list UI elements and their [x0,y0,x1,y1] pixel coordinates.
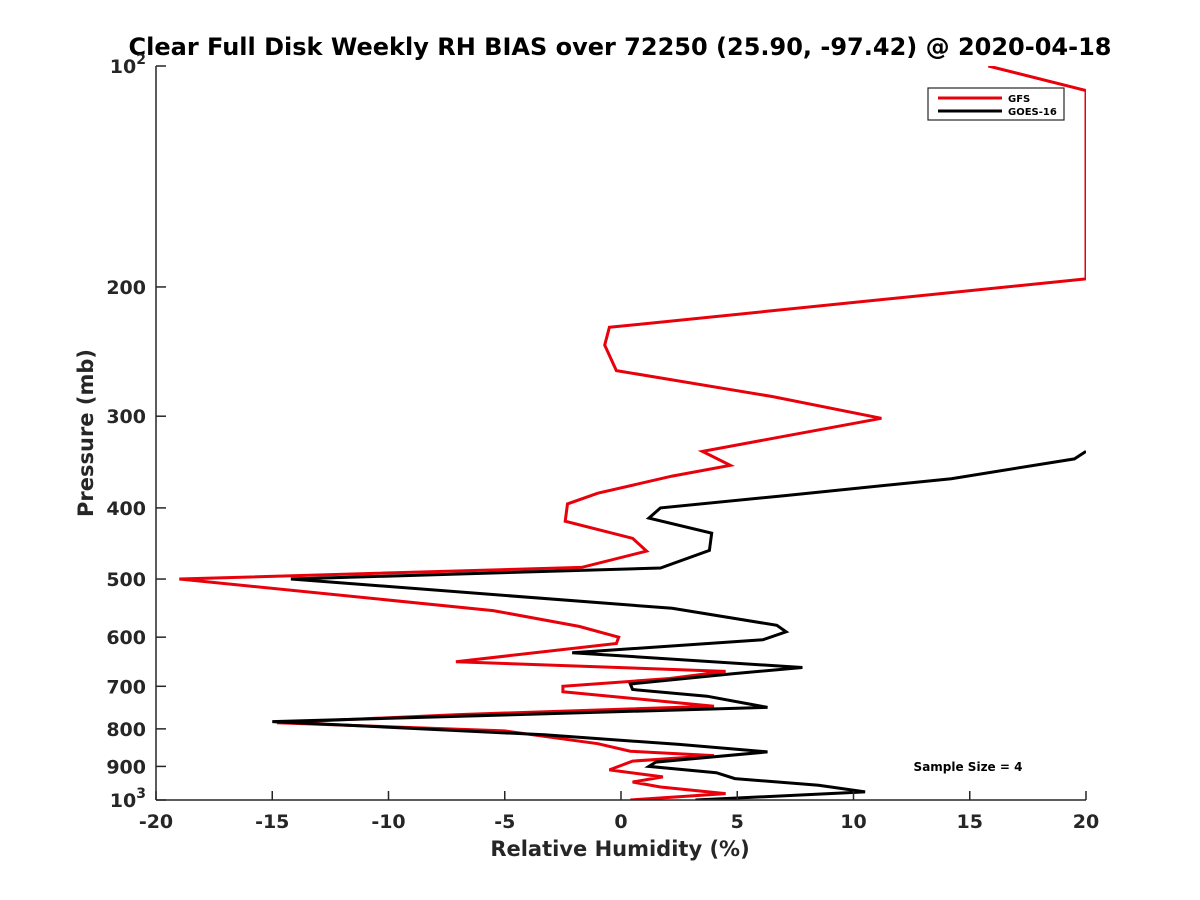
axes-layer: -20 -15 -10 -5 0 5 10 15 20 102 200 300 400 500 600 700… [106,52,1099,833]
y-tick-label: 103 [110,786,146,812]
y-tick-label: 300 [106,406,146,428]
x-tick-label: 20 [1073,811,1099,833]
y-tick-label: 900 [106,756,146,778]
x-tick-label: 10 [840,811,866,833]
series-layer [179,66,1086,800]
x-axis-label: Relative Humidity (%) [490,837,749,861]
x-tick-label: -20 [139,811,173,833]
x-tick-label: 15 [957,811,983,833]
x-tick-label: -5 [494,811,515,833]
y-axis-label: Pressure (mb) [74,349,98,517]
y-tick-label: 800 [106,719,146,741]
sample-size-annotation: Sample Size = 4 [914,760,1023,774]
legend-label-gfs: GFS [1008,94,1030,105]
y-tick-label: 200 [106,277,146,299]
series-line-gfs [179,66,1086,800]
chart-title: Clear Full Disk Weekly RH BIAS over 7225… [129,33,1112,61]
legend-label-goes-16: GOES-16 [1008,107,1057,118]
legend-box [927,87,1065,121]
x-tick-label: -15 [255,811,289,833]
x-tick-label: -10 [371,811,405,833]
x-tick-label: 0 [614,811,627,833]
x-tick-label: 5 [731,811,744,833]
y-tick-label: 600 [106,627,146,649]
legend: GFS GOES-16 [927,87,1065,121]
y-tick-label: 700 [106,676,146,698]
y-tick-label: 400 [106,498,146,520]
y-tick-label: 500 [106,569,146,591]
y-tick-label: 102 [110,52,146,78]
series-line-goes-16 [272,450,1086,800]
